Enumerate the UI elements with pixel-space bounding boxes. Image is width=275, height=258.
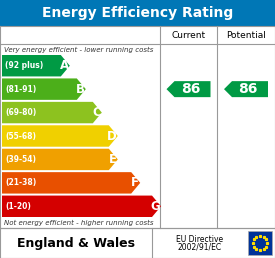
- Text: G: G: [150, 200, 160, 213]
- Polygon shape: [2, 55, 70, 76]
- Text: F: F: [131, 176, 139, 189]
- Polygon shape: [166, 81, 210, 97]
- Bar: [0, 0, 275, 26]
- Polygon shape: [2, 125, 118, 147]
- Text: (55-68): (55-68): [5, 132, 36, 141]
- Text: D: D: [107, 130, 117, 142]
- Polygon shape: [2, 196, 161, 217]
- Polygon shape: [2, 172, 140, 194]
- Text: Energy Efficiency Rating: Energy Efficiency Rating: [42, 6, 233, 20]
- Text: (69-80): (69-80): [5, 108, 36, 117]
- Text: Current: Current: [171, 30, 206, 39]
- Text: Very energy efficient - lower running costs: Very energy efficient - lower running co…: [4, 46, 153, 53]
- Text: Potential: Potential: [226, 30, 266, 39]
- Polygon shape: [2, 78, 86, 100]
- Text: E: E: [109, 153, 117, 166]
- Text: (39-54): (39-54): [5, 155, 36, 164]
- Text: B: B: [76, 83, 85, 96]
- Text: (81-91): (81-91): [5, 85, 36, 94]
- Text: Not energy efficient - higher running costs: Not energy efficient - higher running co…: [4, 220, 153, 225]
- Text: C: C: [92, 106, 101, 119]
- Text: 86: 86: [181, 82, 200, 96]
- Text: 2002/91/EC: 2002/91/EC: [178, 242, 222, 251]
- Text: A: A: [60, 59, 69, 72]
- Polygon shape: [2, 102, 102, 123]
- Text: EU Directive: EU Directive: [177, 235, 224, 244]
- Text: England & Wales: England & Wales: [17, 237, 135, 249]
- Polygon shape: [2, 149, 118, 170]
- Text: (1-20): (1-20): [5, 202, 31, 211]
- Text: 86: 86: [238, 82, 258, 96]
- Text: (21-38): (21-38): [5, 178, 36, 187]
- Bar: [248, 231, 272, 255]
- Polygon shape: [224, 81, 268, 97]
- Text: (92 plus): (92 plus): [5, 61, 43, 70]
